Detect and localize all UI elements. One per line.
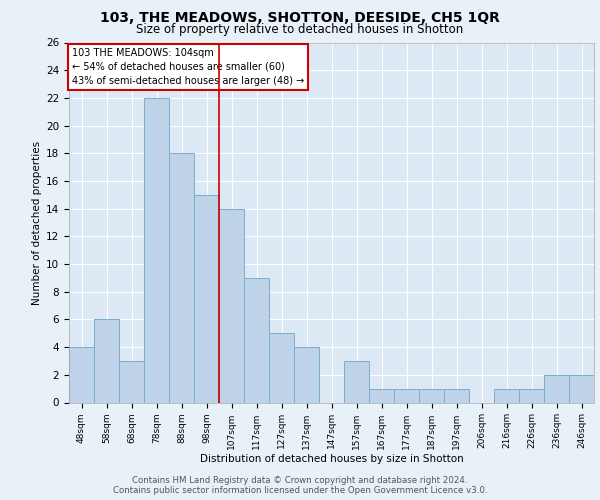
X-axis label: Distribution of detached houses by size in Shotton: Distribution of detached houses by size … [200,454,463,464]
Text: 103, THE MEADOWS, SHOTTON, DEESIDE, CH5 1QR: 103, THE MEADOWS, SHOTTON, DEESIDE, CH5 … [100,11,500,25]
Bar [569,375,594,402]
Bar [444,388,469,402]
Bar [169,154,194,402]
Text: 103 THE MEADOWS: 104sqm
← 54% of detached houses are smaller (60)
43% of semi-de: 103 THE MEADOWS: 104sqm ← 54% of detache… [71,48,304,86]
Bar [294,347,319,403]
Bar [269,334,294,402]
Bar [144,98,169,402]
Bar [544,375,569,402]
Y-axis label: Number of detached properties: Number of detached properties [32,140,42,304]
Bar [244,278,269,402]
Bar [344,361,369,403]
Bar [119,361,144,403]
Text: Size of property relative to detached houses in Shotton: Size of property relative to detached ho… [136,22,464,36]
Bar [519,388,544,402]
Text: Contains HM Land Registry data © Crown copyright and database right 2024.
Contai: Contains HM Land Registry data © Crown c… [113,476,487,495]
Bar [219,208,244,402]
Bar [419,388,444,402]
Bar [94,320,119,402]
Bar [394,388,419,402]
Bar [194,195,219,402]
Bar [69,347,94,403]
Bar [494,388,519,402]
Bar [369,388,394,402]
